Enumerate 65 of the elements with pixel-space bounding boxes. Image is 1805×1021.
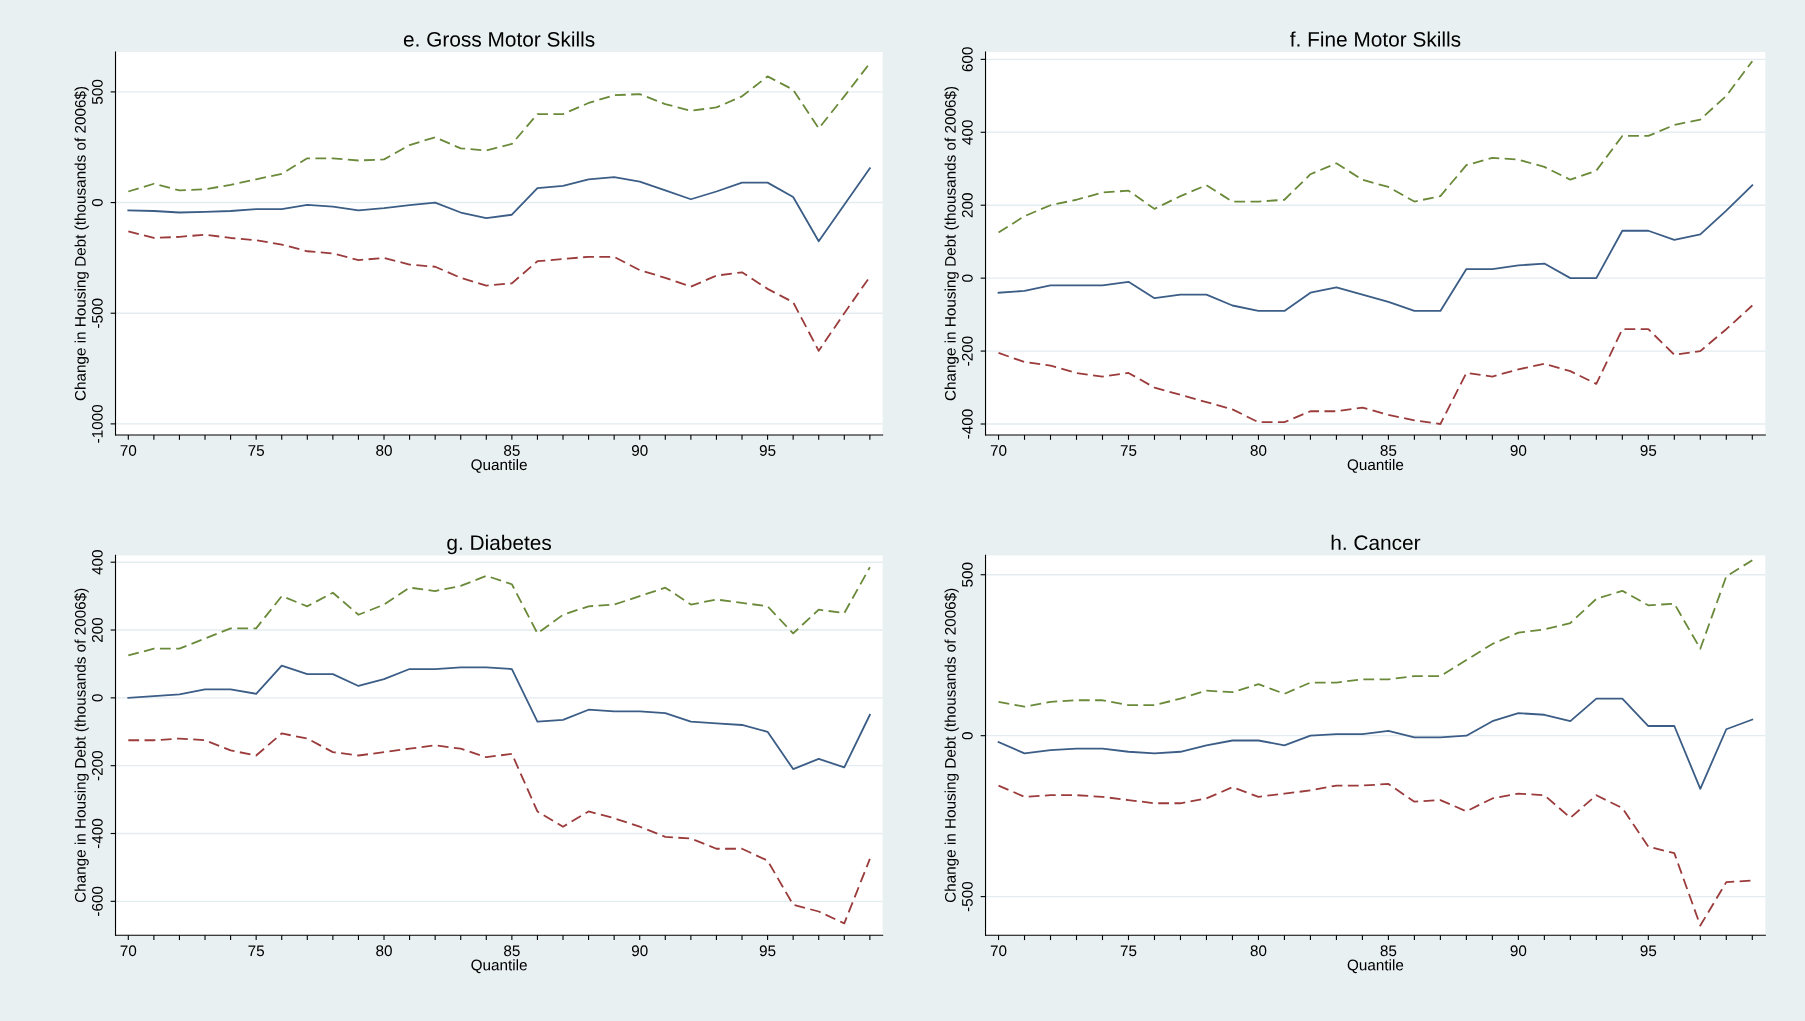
x-tick-label: 95 [1640, 445, 1657, 456]
y-tick-label: -400 [91, 818, 103, 849]
x-tick-label: 85 [1380, 945, 1397, 957]
x-axis-title: Quantile [1347, 959, 1404, 974]
y-tick-label: 400 [961, 120, 973, 145]
chart-title: e. Gross Motor Skills [403, 31, 595, 47]
x-tick-label: 80 [1250, 945, 1267, 957]
x-tick-label: 90 [1510, 445, 1527, 456]
chart-title: f. Fine Motor Skills [1290, 31, 1461, 47]
x-tick-label: 80 [376, 445, 392, 456]
y-tick-label: 200 [91, 617, 103, 643]
y-tick-label: -1000 [91, 404, 103, 443]
x-tick-label: 75 [248, 945, 265, 957]
y-tick-label: -400 [961, 409, 973, 439]
x-tick-label: 85 [504, 445, 520, 456]
y-tick-label: -600 [91, 886, 103, 916]
x-tick-label: 90 [631, 945, 648, 957]
x-tick-label: 70 [120, 445, 137, 456]
y-axis-title: Change in Housing Debt (thousands of 2006$) [944, 588, 959, 903]
x-axis-title: Quantile [471, 959, 527, 974]
chart-title: g. Diabetes [447, 534, 552, 555]
x-axis-title: Quantile [1347, 458, 1404, 473]
line-series [127, 664, 871, 770]
y-tick-label: 600 [961, 47, 973, 72]
y-tick-label: 400 [91, 550, 103, 575]
y-tick-label: 500 [961, 562, 973, 587]
line-series [127, 167, 871, 243]
y-tick-label: 0 [961, 274, 973, 282]
y-tick-label: 0 [91, 694, 103, 702]
y-tick-label: 0 [91, 198, 103, 207]
x-tick-label: 90 [1510, 945, 1527, 957]
y-tick-label: -500 [961, 881, 973, 912]
x-tick-label: 80 [376, 945, 392, 957]
x-tick-label: 85 [504, 945, 520, 957]
y-tick-label: 200 [961, 193, 973, 218]
x-tick-label: 95 [1640, 945, 1657, 957]
x-tick-label: 75 [1120, 945, 1137, 957]
line-series [127, 732, 871, 925]
chart-title: h. Cancer [1331, 534, 1421, 551]
x-tick-label: 70 [990, 445, 1007, 456]
x-tick-label: 75 [248, 445, 265, 456]
x-tick-label: 75 [1120, 445, 1137, 456]
line-series [997, 697, 1754, 790]
x-tick-label: 95 [759, 445, 776, 456]
line-series [997, 304, 1754, 425]
x-tick-label: 70 [120, 945, 137, 957]
y-tick-label: -500 [91, 298, 103, 328]
x-tick-label: 90 [631, 445, 648, 456]
y-axis-title: Change in Housing Debt (thousands of 2006$) [944, 86, 959, 401]
x-tick-label: 80 [1250, 445, 1267, 456]
line-series [997, 184, 1754, 312]
x-tick-label: 70 [990, 945, 1007, 957]
line-series [997, 60, 1754, 234]
y-tick-label: 500 [91, 79, 103, 105]
x-tick-label: 95 [759, 945, 776, 957]
x-axis-title: Quantile [471, 458, 527, 473]
line-series [997, 559, 1754, 708]
y-axis-title: Change in Housing Debt (thousands of 2006$) [74, 588, 89, 903]
y-axis-title: Change in Housing Debt (thousands of 2006$) [74, 86, 89, 401]
y-tick-label: -200 [961, 336, 973, 366]
line-series [127, 566, 871, 657]
y-tick-label: -200 [91, 750, 103, 781]
y-tick-label: 0 [961, 732, 973, 740]
line-series [127, 230, 871, 352]
x-tick-label: 85 [1380, 445, 1397, 456]
